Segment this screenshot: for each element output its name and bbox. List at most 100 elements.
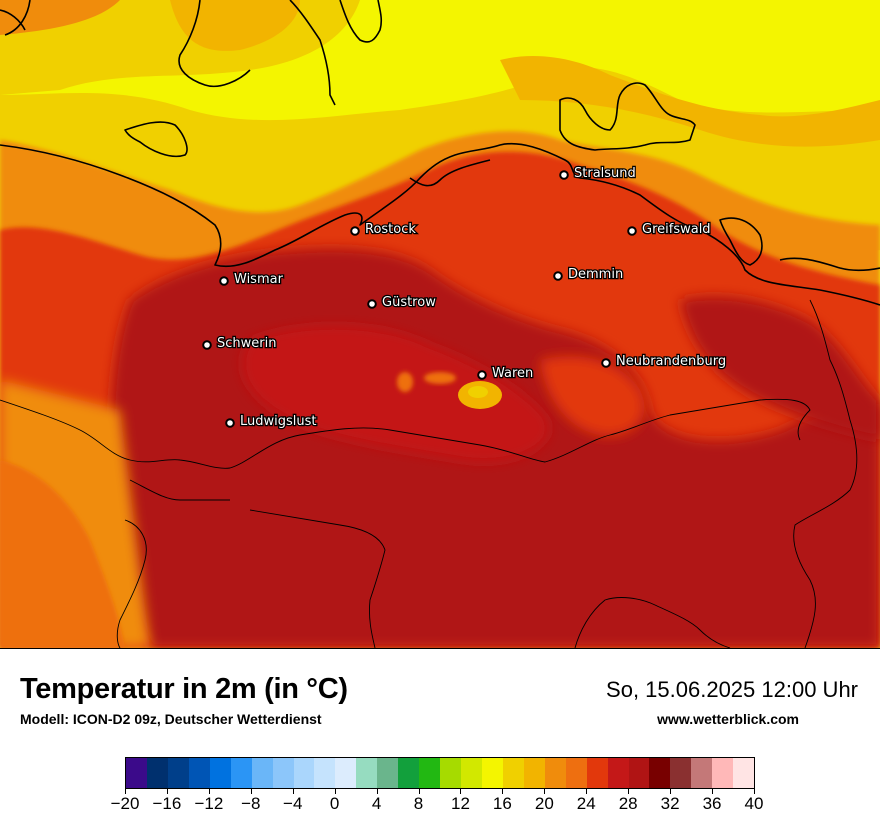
city-dot: [367, 299, 377, 309]
city-greifswald: Greifswald: [627, 221, 712, 238]
city-g-strow: Güstrow: [367, 294, 437, 311]
city-label: Neubrandenburg: [616, 354, 726, 369]
colorbar-tick-mark: [586, 789, 588, 794]
colorbar-tick-mark: [418, 789, 420, 794]
city-waren: Waren: [477, 365, 535, 382]
colorbar-swatch: [649, 758, 671, 788]
city-neubrandenburg: Neubrandenburg: [601, 353, 727, 370]
colorbar-tick-label: 20: [534, 794, 554, 813]
city-label: Greifswald: [642, 222, 711, 237]
colorbar-swatch: [209, 758, 231, 788]
city-label: Stralsund: [574, 166, 636, 181]
forecast-datetime: So, 15.06.2025 12:00 Uhr: [606, 677, 858, 702]
colorbar-swatch: [733, 758, 755, 788]
colorbar-swatch: [670, 758, 692, 788]
colorbar-swatch: [272, 758, 294, 788]
colorbar-swatch: [335, 758, 357, 788]
colorbar-swatch: [628, 758, 650, 788]
temperature-colorbar: [125, 757, 755, 789]
colorbar-swatch: [230, 758, 252, 788]
colorbar-swatch: [607, 758, 629, 788]
colorbar-tick-label: −4: [283, 794, 303, 813]
colorbar-tick-mark: [125, 789, 126, 794]
colorbar-swatch: [293, 758, 315, 788]
colorbar-tick-mark: [376, 789, 378, 794]
colorbar-swatch: [314, 758, 336, 788]
borders: [0, 299, 858, 648]
colorbar-swatch: [440, 758, 461, 788]
model-info: Modell: ICON-D2 09z, Deutscher Wetterdie…: [20, 711, 322, 727]
colorbar-swatch: [586, 758, 608, 788]
city-dot: [627, 226, 637, 236]
city-stralsund: Stralsund: [559, 165, 637, 182]
city-dot: [601, 358, 611, 368]
footer: Temperatur in 2m (in °C) Modell: ICON-D2…: [0, 649, 880, 830]
colorbar-swatch: [712, 758, 734, 788]
colorbar-swatch: [167, 758, 189, 788]
colorbar-swatch: [377, 758, 399, 788]
city-dot: [219, 276, 229, 286]
colorbar-swatch: [188, 758, 210, 788]
colorbar-swatch: [523, 758, 545, 788]
colorbar-swatch: [356, 758, 378, 788]
colorbar-tick-label: 24: [576, 794, 596, 813]
colorbar-tick-label: 16: [492, 794, 512, 813]
website-link[interactable]: www.wetterblick.com: [657, 711, 799, 727]
colorbar-tick-label: 8: [413, 794, 424, 813]
colorbar-swatch: [419, 758, 441, 788]
colorbar-tick-label: −16: [152, 794, 182, 813]
city-dot: [559, 170, 569, 180]
city-ludwigslust: Ludwigslust: [225, 413, 318, 430]
coastlines: [0, 0, 880, 306]
city-dot: [202, 340, 212, 350]
colorbar-tick-mark: [250, 789, 252, 794]
city-markers: Stralsund Rostock Greifswald Demmin Wismar Gü…: [202, 165, 727, 430]
colorbar-swatch: [544, 758, 566, 788]
colorbar-swatch: [461, 758, 482, 788]
colorbar-ticks: −20 −16 −12 −8 −4 0 4 8 12 16 20 24 28 32 36 40: [0, 789, 880, 819]
colorbar-tick-mark: [460, 789, 462, 794]
colorbar-tick-label: 40: [744, 794, 764, 813]
colorbar-swatch: [481, 758, 503, 788]
city-dot: [553, 271, 563, 281]
colorbar-tick-mark: [712, 789, 714, 794]
colorbar-swatch: [126, 758, 147, 788]
colorbar-tick-mark: [502, 789, 504, 794]
city-dot: [477, 370, 487, 380]
colorbar-tick-label: 28: [618, 794, 638, 813]
colorbar-tick-label: −20: [110, 794, 140, 813]
city-wismar: Wismar: [219, 271, 285, 288]
colorbar-tick-label: −12: [194, 794, 224, 813]
city-label: Rostock: [365, 222, 416, 237]
temperature-map: Stralsund Rostock Greifswald Demmin Wismar Gü…: [0, 0, 880, 649]
city-rostock: Rostock: [350, 221, 418, 238]
city-demmin: Demmin: [553, 266, 624, 283]
colorbar-tick-mark: [208, 789, 210, 794]
colorbar-swatch: [146, 758, 168, 788]
city-label: Ludwigslust: [240, 414, 317, 429]
colorbar-tick-label: 4: [371, 794, 382, 813]
city-dot: [225, 418, 235, 428]
colorbar-tick-mark: [754, 789, 755, 794]
city-schwerin: Schwerin: [202, 335, 278, 352]
colorbar-tick-label: 36: [702, 794, 722, 813]
colorbar-tick-label: 0: [329, 794, 340, 813]
colorbar-tick-mark: [544, 789, 546, 794]
city-label: Wismar: [234, 272, 284, 287]
colorbar-swatch: [691, 758, 713, 788]
colorbar-tick-mark: [166, 789, 168, 794]
colorbar-swatch: [251, 758, 273, 788]
colorbar-tick-label: 12: [450, 794, 470, 813]
colorbar-tick-label: −8: [241, 794, 261, 813]
colorbar-tick-mark: [628, 789, 630, 794]
colorbar-swatch: [502, 758, 524, 788]
city-label: Schwerin: [217, 336, 276, 351]
colorbar-tick-mark: [292, 789, 294, 794]
colorbar-tick-label: 32: [660, 794, 680, 813]
city-label: Waren: [492, 366, 533, 381]
colorbar-tick-mark: [334, 789, 336, 794]
city-label: Güstrow: [382, 295, 436, 310]
city-dot: [350, 226, 360, 236]
city-label: Demmin: [568, 267, 623, 282]
colorbar-swatch: [398, 758, 420, 788]
